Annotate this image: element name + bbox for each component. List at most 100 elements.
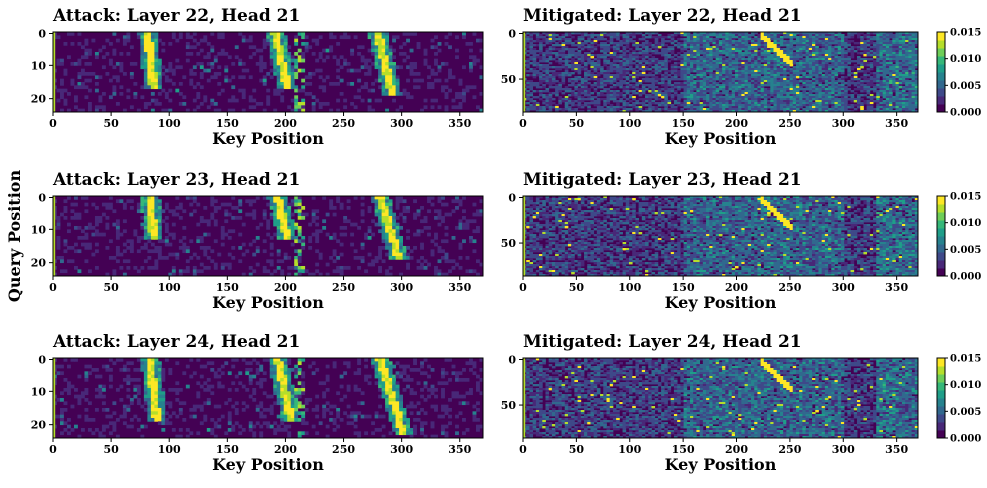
heatmap-cell xyxy=(683,68,688,71)
heatmap-cell xyxy=(773,104,778,107)
heatmap-cell xyxy=(693,34,697,37)
heatmap-cell xyxy=(628,96,633,99)
heatmap-cell xyxy=(905,92,909,95)
heatmap-cell xyxy=(392,38,397,43)
heatmap-cell xyxy=(840,100,845,103)
heatmap-cell xyxy=(754,66,758,69)
heatmap-cell xyxy=(889,104,893,107)
heatmap-cell xyxy=(648,54,652,57)
heatmap-cell xyxy=(882,62,887,65)
heatmap-cell xyxy=(283,55,288,60)
heatmap-cell xyxy=(863,102,868,105)
heatmap-cell xyxy=(914,82,919,85)
heatmap-cell xyxy=(731,62,736,65)
heatmap-cell xyxy=(628,38,633,41)
heatmap-cell xyxy=(654,90,659,93)
heatmap-cell xyxy=(808,48,813,51)
heatmap-cell xyxy=(632,78,636,81)
heatmap-cell xyxy=(413,85,417,90)
heatmap-cell xyxy=(689,50,694,53)
heatmap-cell xyxy=(863,64,868,67)
heatmap-cell xyxy=(722,56,726,59)
heatmap-cell xyxy=(741,48,745,51)
heatmap-cell xyxy=(476,38,480,43)
heatmap-cell xyxy=(192,98,197,103)
heatmap-cell xyxy=(911,66,916,69)
heatmap-cell xyxy=(889,40,893,43)
heatmap-cell xyxy=(686,90,691,93)
heatmap-cell xyxy=(712,56,717,59)
heatmap-cell xyxy=(603,104,607,107)
heatmap-cell xyxy=(673,64,678,67)
heatmap-cell xyxy=(734,62,739,65)
heatmap-cell xyxy=(885,42,890,45)
heatmap-cell xyxy=(101,45,106,50)
heatmap-cell xyxy=(561,36,566,39)
heatmap-cell xyxy=(587,44,591,47)
heatmap-cell xyxy=(744,50,749,53)
heatmap-cell xyxy=(744,98,749,101)
heatmap-cell xyxy=(853,72,858,75)
heatmap-cell xyxy=(622,74,627,77)
heatmap-cell xyxy=(545,60,550,63)
heatmap-cell xyxy=(458,78,463,83)
heatmap-cell xyxy=(802,78,806,81)
heatmap-cell xyxy=(725,34,729,37)
heatmap-cell xyxy=(378,65,383,70)
heatmap-cell xyxy=(786,76,790,79)
heatmap-cell xyxy=(545,98,550,101)
heatmap-cell xyxy=(654,50,659,53)
heatmap-cell xyxy=(367,35,372,40)
heatmap-cell xyxy=(535,104,540,107)
heatmap-cell xyxy=(587,82,591,85)
heatmap-cell xyxy=(273,92,278,96)
heatmap-cell xyxy=(571,90,575,93)
heatmap-cell xyxy=(311,108,316,113)
heatmap-cell xyxy=(712,80,717,83)
heatmap-cell xyxy=(834,70,839,73)
heatmap-cell xyxy=(395,78,400,83)
heatmap-cell xyxy=(850,76,855,79)
heatmap-cell xyxy=(876,40,880,43)
heatmap-cell xyxy=(776,46,781,49)
heatmap-cell xyxy=(542,58,546,61)
heatmap-cell xyxy=(763,64,768,67)
heatmap-cell xyxy=(108,78,113,83)
heatmap-cell xyxy=(789,102,794,105)
heatmap-cell xyxy=(821,52,826,55)
heatmap-cell xyxy=(802,52,806,55)
heatmap-cell xyxy=(776,48,781,51)
heatmap-cell xyxy=(786,84,790,87)
heatmap-cell xyxy=(635,88,640,91)
heatmap-cell xyxy=(641,74,646,77)
heatmap-cell xyxy=(129,105,134,110)
heatmap-cell xyxy=(178,35,183,40)
heatmap-cell xyxy=(532,54,537,57)
heatmap-cell xyxy=(751,40,755,43)
heatmap-cell xyxy=(609,76,614,79)
heatmap-cell xyxy=(709,42,713,45)
heatmap-cell xyxy=(625,72,630,75)
heatmap-cell xyxy=(587,94,591,97)
heatmap-cell xyxy=(882,86,887,89)
heatmap-cell xyxy=(889,94,893,97)
heatmap-cell xyxy=(702,84,707,87)
heatmap-cell xyxy=(869,104,874,107)
heatmap-cell xyxy=(901,60,906,63)
heatmap-cell xyxy=(815,104,819,107)
heatmap-cell xyxy=(625,70,630,73)
heatmap-cell xyxy=(638,38,643,41)
heatmap-cell xyxy=(741,38,745,41)
heatmap-cell xyxy=(821,86,826,89)
heatmap-cell xyxy=(834,54,839,57)
heatmap-cell xyxy=(577,92,582,95)
heatmap-cell xyxy=(462,65,466,70)
heatmap-cell xyxy=(670,36,675,39)
heatmap-cell xyxy=(154,82,159,86)
heatmap-cell xyxy=(555,56,559,59)
heatmap-cell xyxy=(651,86,656,89)
heatmap-cell xyxy=(654,44,659,47)
heatmap-cell xyxy=(709,82,713,85)
heatmap-cell xyxy=(831,66,835,69)
heatmap-cell xyxy=(590,74,595,77)
